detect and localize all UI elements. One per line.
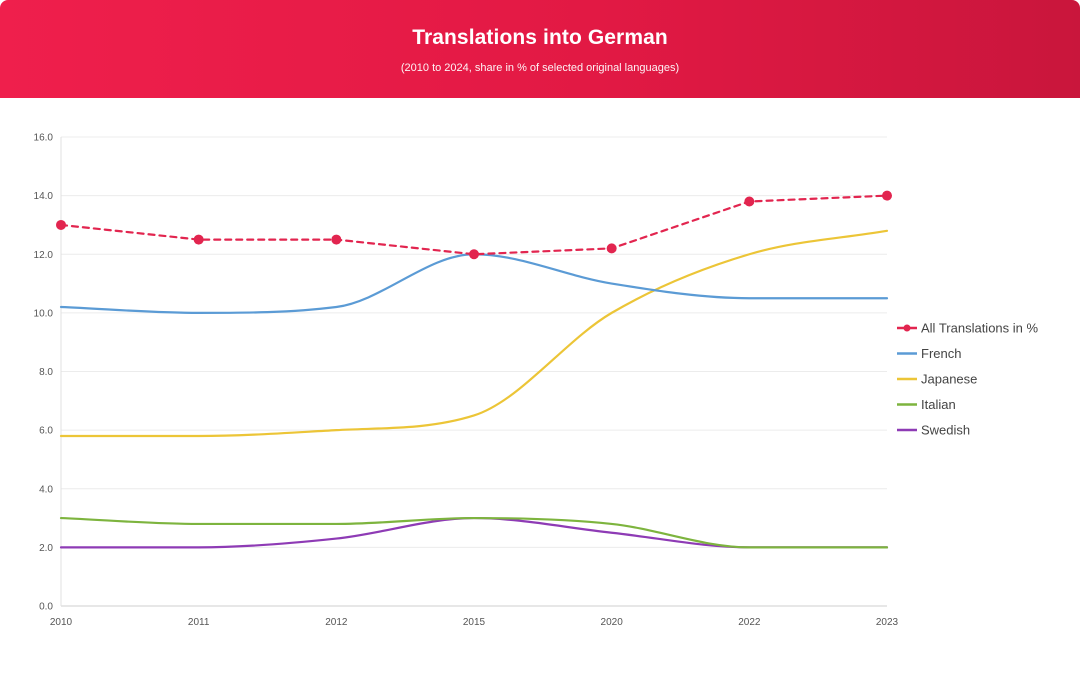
chart-title: Translations into German: [412, 26, 668, 49]
data-point-all-translations-in: [606, 243, 617, 254]
y-tick-label: 14.0: [34, 191, 54, 202]
legend-label-swedish[interactable]: Swedish: [921, 423, 970, 438]
data-point-all-translations-in: [882, 190, 892, 201]
y-tick-label: 6.0: [39, 426, 53, 437]
x-tick-label: 2023: [876, 617, 899, 628]
legend-label-japanese[interactable]: Japanese: [921, 372, 977, 387]
x-tick-label: 2015: [463, 617, 486, 628]
x-tick-label: 2010: [50, 617, 73, 628]
data-point-all-translations-in: [193, 234, 204, 245]
legend-label-french[interactable]: French: [921, 346, 961, 361]
data-point-all-translations-in: [744, 196, 755, 207]
x-tick-label: 2020: [601, 617, 624, 628]
y-tick-label: 8.0: [39, 367, 53, 378]
y-tick-label: 0.0: [39, 602, 53, 613]
y-tick-label: 4.0: [39, 484, 53, 495]
data-point-all-translations-in: [469, 249, 479, 260]
y-tick-label: 16.0: [34, 133, 54, 144]
x-tick-label: 2012: [325, 617, 348, 628]
series-line-italian: [59, 516, 889, 549]
y-tick-label: 10.0: [34, 308, 54, 319]
data-point-all-translations-in: [331, 234, 342, 245]
x-tick-label: 2022: [738, 617, 761, 628]
series-line-swedish: [59, 516, 889, 549]
series-line-all-translations-in: [59, 194, 889, 256]
x-tick-label: 2011: [188, 617, 210, 628]
series-line-japanese: [59, 229, 889, 438]
y-tick-label: 2.0: [39, 543, 53, 554]
y-tick-label: 12.0: [34, 250, 54, 261]
legend-label-italian[interactable]: Italian: [921, 397, 956, 412]
data-point-all-translations-in: [56, 219, 66, 230]
legend-label-all-translations-in[interactable]: All Translations in %: [921, 321, 1038, 336]
legend-marker-all-translations-in: [903, 324, 911, 332]
series-line-french: [59, 253, 889, 314]
chart-header: Translations into German (2010 to 2024, …: [0, 0, 1080, 98]
chart-subtitle: (2010 to 2024, share in % of selected or…: [400, 62, 680, 74]
